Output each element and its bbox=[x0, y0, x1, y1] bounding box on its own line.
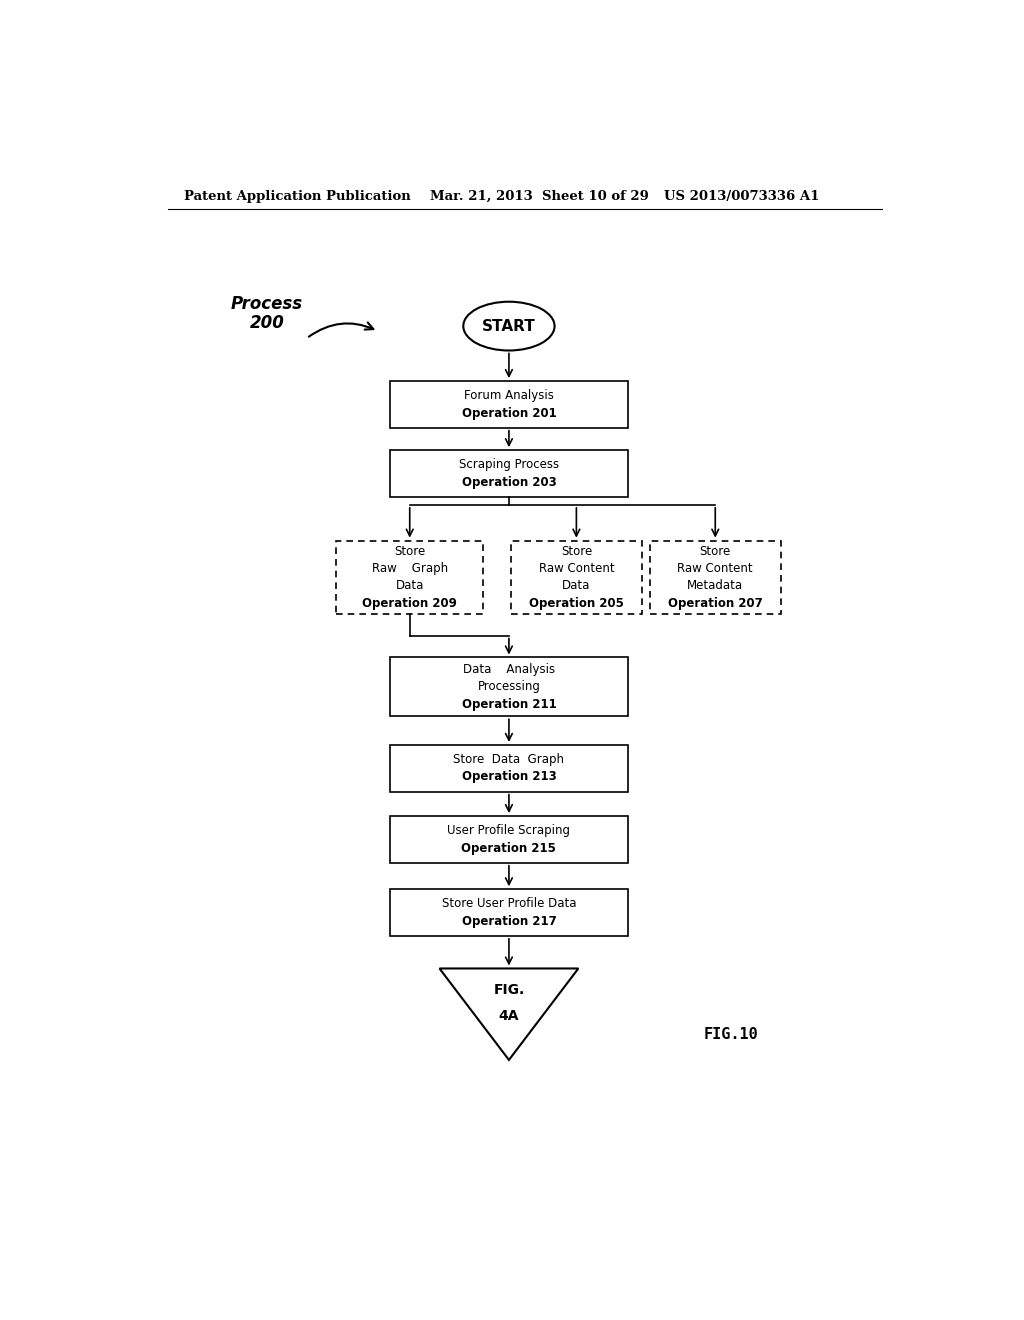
Text: START: START bbox=[482, 318, 536, 334]
Text: Operation 209: Operation 209 bbox=[362, 597, 457, 610]
Text: Raw Content: Raw Content bbox=[678, 562, 753, 576]
Text: Scraping Process: Scraping Process bbox=[459, 458, 559, 471]
Text: Store  Data  Graph: Store Data Graph bbox=[454, 754, 564, 766]
Text: 200: 200 bbox=[250, 314, 285, 333]
Text: User Profile Scraping: User Profile Scraping bbox=[447, 824, 570, 837]
Text: Mar. 21, 2013  Sheet 10 of 29: Mar. 21, 2013 Sheet 10 of 29 bbox=[430, 190, 648, 202]
Text: Data    Analysis: Data Analysis bbox=[463, 663, 555, 676]
Text: Operation 205: Operation 205 bbox=[529, 597, 624, 610]
Text: US 2013/0073336 A1: US 2013/0073336 A1 bbox=[664, 190, 819, 202]
Text: Raw    Graph: Raw Graph bbox=[372, 562, 447, 576]
Text: Store User Profile Data: Store User Profile Data bbox=[441, 898, 577, 911]
Text: Operation 201: Operation 201 bbox=[462, 407, 556, 420]
Text: Patent Application Publication: Patent Application Publication bbox=[183, 190, 411, 202]
Text: Operation 207: Operation 207 bbox=[668, 597, 763, 610]
Text: Operation 217: Operation 217 bbox=[462, 915, 556, 928]
Text: Store: Store bbox=[699, 545, 731, 558]
Text: Operation 203: Operation 203 bbox=[462, 475, 556, 488]
Text: Store: Store bbox=[561, 545, 592, 558]
Text: Data: Data bbox=[562, 579, 591, 593]
Text: Metadata: Metadata bbox=[687, 579, 743, 593]
Text: 4A: 4A bbox=[499, 1010, 519, 1023]
Text: Store: Store bbox=[394, 545, 425, 558]
Text: FIG.: FIG. bbox=[494, 983, 524, 997]
Text: Raw Content: Raw Content bbox=[539, 562, 614, 576]
Text: Operation 215: Operation 215 bbox=[462, 842, 556, 854]
Text: FIG.10: FIG.10 bbox=[703, 1027, 759, 1041]
Text: Data: Data bbox=[395, 579, 424, 593]
Text: Forum Analysis: Forum Analysis bbox=[464, 389, 554, 403]
Text: Processing: Processing bbox=[477, 680, 541, 693]
Text: Operation 213: Operation 213 bbox=[462, 771, 556, 783]
Text: Process: Process bbox=[230, 294, 303, 313]
Text: Operation 211: Operation 211 bbox=[462, 698, 556, 710]
